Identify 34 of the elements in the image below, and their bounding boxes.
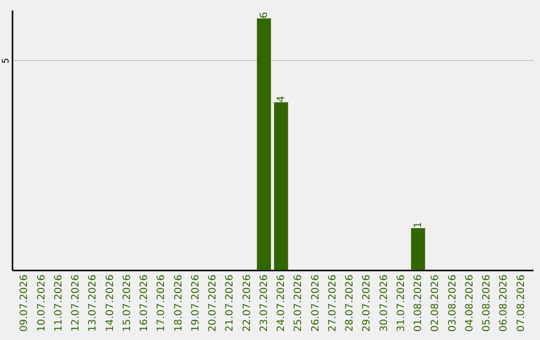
x-tick-label: 18.07.2026 bbox=[173, 274, 184, 332]
x-tick-label: 04.08.2026 bbox=[464, 274, 476, 332]
x-tick-label: 05.08.2026 bbox=[482, 274, 493, 332]
x-tick-label: 23.07.2026 bbox=[258, 274, 270, 332]
x-tick-label: 27.07.2026 bbox=[327, 274, 338, 332]
x-tick-label: 13.07.2026 bbox=[88, 274, 99, 332]
x-tick-label: 12.07.2026 bbox=[70, 274, 82, 332]
x-tick-label: 22.07.2026 bbox=[242, 274, 253, 332]
data-label: 6 bbox=[258, 12, 270, 18]
x-tick-label: 25.07.2026 bbox=[293, 274, 304, 332]
x-tick-label: 26.07.2026 bbox=[310, 274, 322, 332]
data-label: 1 bbox=[413, 222, 424, 228]
x-tick-label: 20.07.2026 bbox=[208, 274, 219, 332]
x-tick-label: 02.08.2026 bbox=[430, 274, 442, 332]
x-tick-label: 31.07.2026 bbox=[396, 274, 407, 332]
x-tick-label: 06.08.2026 bbox=[498, 274, 510, 332]
x-tick-label: 28.07.2026 bbox=[344, 274, 356, 332]
x-tick-label: 21.07.2026 bbox=[224, 274, 236, 332]
x-tick-label: 30.07.2026 bbox=[378, 274, 390, 332]
data-label: 4 bbox=[276, 96, 288, 102]
x-tick-label: 15.07.2026 bbox=[122, 274, 133, 332]
x-tick-label: 14.07.2026 bbox=[104, 274, 116, 332]
x-tick-label: 11.07.2026 bbox=[53, 274, 64, 332]
x-tick-label: 17.07.2026 bbox=[156, 274, 168, 332]
x-tick-label: 09.07.2026 bbox=[19, 274, 30, 332]
x-tick-label: 19.07.2026 bbox=[190, 274, 202, 332]
x-tick-label: 10.07.2026 bbox=[36, 274, 48, 332]
x-tick-label: 01.08.2026 bbox=[413, 274, 424, 332]
x-tick-label: 07.08.2026 bbox=[516, 274, 527, 332]
x-tick-label: 24.07.2026 bbox=[276, 274, 288, 332]
x-tick-label: 16.07.2026 bbox=[139, 274, 150, 332]
x-tick-label: 03.08.2026 bbox=[447, 274, 458, 332]
x-tick-label: 29.07.2026 bbox=[362, 274, 373, 332]
y-tick-label: 5 bbox=[2, 58, 12, 64]
